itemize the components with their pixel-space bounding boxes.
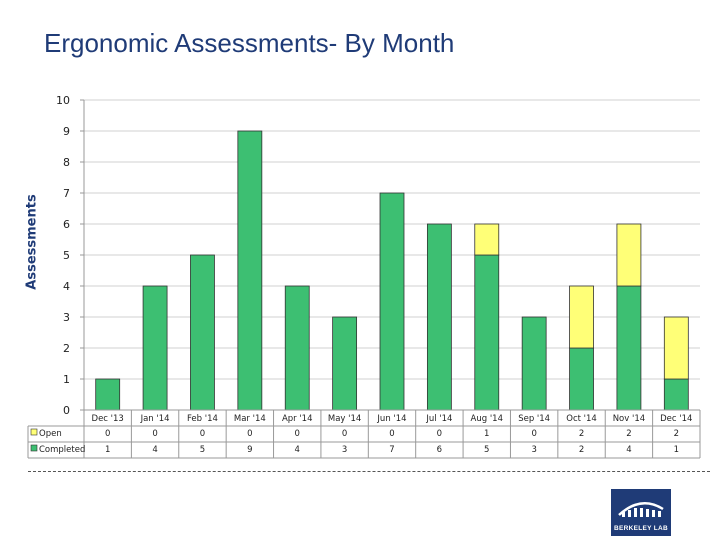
bar-completed [284, 285, 310, 411]
y-tick-label: 9 [63, 125, 70, 138]
y-tick-label: 2 [63, 342, 70, 355]
data-label: 2 [579, 429, 584, 439]
slide-divider [28, 471, 710, 472]
bar-completed [521, 316, 547, 411]
bar-completed [237, 130, 263, 411]
y-tick-label: 8 [63, 156, 70, 169]
logo-text: BERKELEY LAB [613, 525, 669, 532]
data-label: 3 [342, 445, 347, 455]
bar-completed [142, 285, 168, 411]
bar-completed [95, 378, 121, 411]
y-tick-label: 7 [63, 187, 70, 200]
data-label: 1 [105, 445, 110, 455]
y-tick-label: 10 [56, 94, 70, 107]
data-label: 0 [437, 429, 442, 439]
page-title: Ergonomic Assessments- By Month [44, 28, 455, 58]
bar-open [663, 316, 689, 380]
bar-open [616, 223, 642, 287]
x-tick-label: Jul '14 [425, 414, 452, 424]
bar-completed [379, 192, 405, 411]
data-label: 4 [626, 445, 631, 455]
bar-completed [616, 285, 642, 411]
y-tick-label: 5 [63, 249, 70, 262]
y-tick-label: 1 [63, 373, 70, 386]
x-tick-label: Aug '14 [471, 414, 503, 424]
x-tick-label: May '14 [328, 414, 361, 424]
x-tick-label: Dec '14 [660, 414, 692, 424]
bar-completed [663, 378, 689, 411]
y-tick-label: 3 [63, 311, 70, 324]
bar-completed [190, 254, 215, 411]
data-label: 0 [342, 429, 347, 439]
data-label: 5 [200, 445, 205, 455]
data-label: 0 [247, 429, 252, 439]
berkeley-lab-building-icon [618, 502, 664, 517]
data-label: 7 [389, 445, 394, 455]
data-label: 0 [200, 429, 205, 439]
bar-completed [569, 347, 594, 411]
data-label: 3 [531, 445, 536, 455]
data-label: 1 [674, 445, 679, 455]
bar-open [474, 223, 500, 256]
bar-completed [332, 316, 358, 411]
data-label: 2 [674, 429, 679, 439]
y-tick-label: 6 [63, 218, 70, 231]
legend-label: Completed [39, 445, 85, 455]
x-tick-label: Sep '14 [518, 414, 550, 424]
x-tick-label: Apr '14 [282, 414, 313, 424]
x-tick-label: Feb '14 [187, 414, 218, 424]
data-label: 2 [626, 429, 631, 439]
data-label: 0 [152, 429, 157, 439]
x-tick-label: Mar '14 [234, 414, 266, 424]
x-tick-label: Oct '14 [566, 414, 597, 424]
legend-key-completed [30, 444, 38, 452]
data-label: 4 [152, 445, 157, 455]
x-tick-label: Dec '13 [92, 414, 124, 424]
data-label: 2 [579, 445, 584, 455]
legend-key-open [30, 428, 38, 436]
x-tick-label: Jan '14 [140, 414, 170, 424]
y-tick-label: 4 [63, 280, 70, 293]
x-tick-label: Nov '14 [613, 414, 645, 424]
data-label: 4 [295, 445, 300, 455]
data-label: 0 [295, 429, 300, 439]
bar-completed [426, 223, 452, 411]
bar-open [569, 285, 594, 349]
legend-label: Open [39, 429, 62, 439]
y-tick-label: 0 [63, 404, 70, 417]
data-label: 0 [389, 429, 394, 439]
bar-completed [474, 254, 500, 411]
berkeley-lab-logo: BERKELEY LAB [611, 489, 671, 536]
x-tick-label: Jun '14 [376, 414, 406, 424]
data-label: 0 [531, 429, 536, 439]
data-label: 1 [484, 429, 489, 439]
data-label: 5 [484, 445, 489, 455]
data-label: 9 [247, 445, 252, 455]
data-label: 0 [105, 429, 110, 439]
data-label: 6 [437, 445, 442, 455]
